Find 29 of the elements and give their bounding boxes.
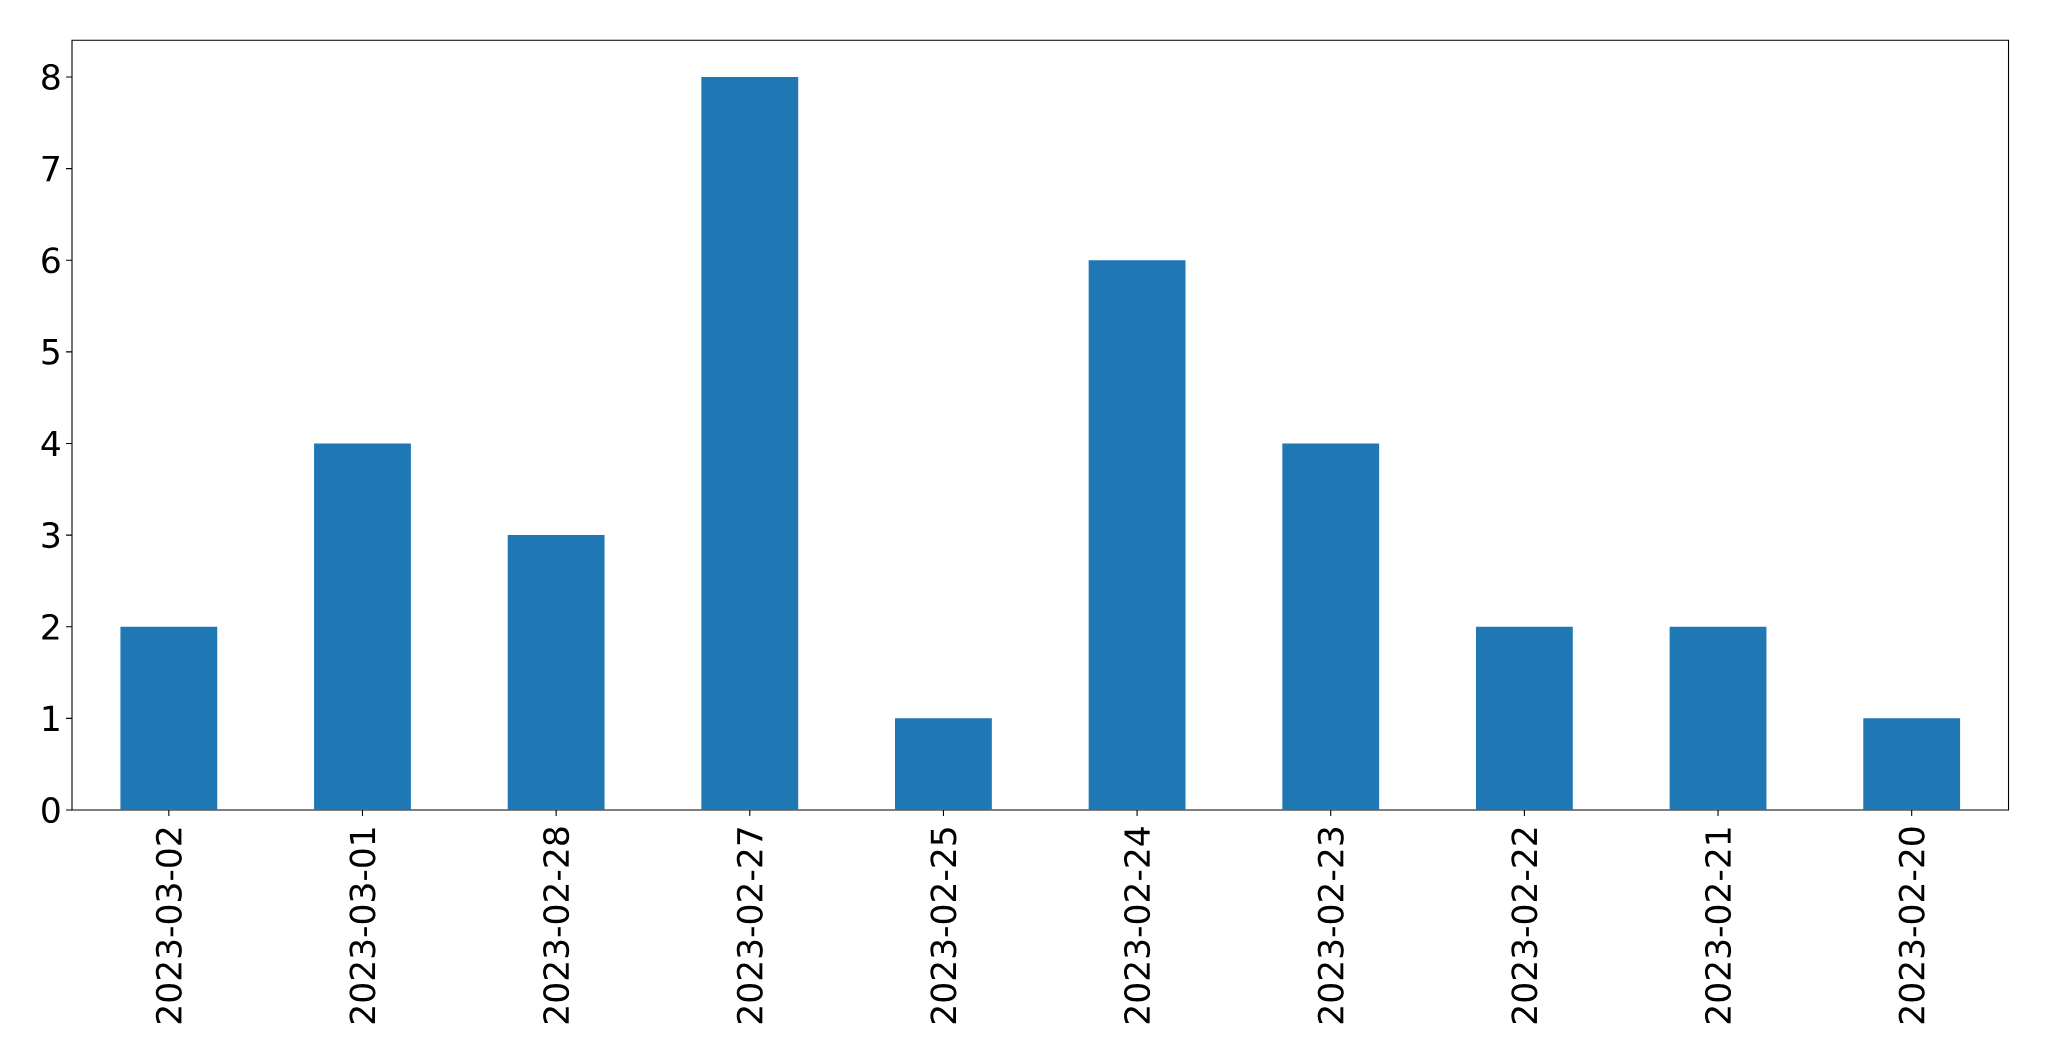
y-tick-label: 6 bbox=[42, 247, 60, 274]
x-tick-label: 2023-02-25 bbox=[930, 828, 957, 1024]
y-tick-label: 7 bbox=[42, 156, 59, 182]
bar bbox=[314, 443, 411, 810]
bar bbox=[895, 718, 992, 810]
y-tick-label: 3 bbox=[42, 522, 60, 549]
x-tick-label: 2023-02-23 bbox=[1317, 828, 1344, 1024]
y-tick-label: 0 bbox=[42, 796, 60, 824]
x-tick-label: 2023-03-02 bbox=[155, 828, 182, 1024]
y-tick-label: 5 bbox=[42, 339, 59, 365]
y-tick-label: 8 bbox=[42, 63, 60, 90]
bar bbox=[1863, 718, 1961, 810]
bar bbox=[120, 626, 218, 810]
bar bbox=[701, 76, 799, 810]
x-tick-label: 2023-02-24 bbox=[1124, 827, 1151, 1024]
bar bbox=[1282, 443, 1380, 810]
y-tick-label: 2 bbox=[42, 613, 59, 640]
bar bbox=[1669, 626, 1767, 810]
bar bbox=[1088, 260, 1186, 810]
x-tick-label: 2023-02-27 bbox=[736, 828, 763, 1024]
bar bbox=[1475, 626, 1573, 810]
x-tick-label: 2023-02-28 bbox=[543, 827, 570, 1024]
x-tick-label: 2023-02-20 bbox=[1898, 827, 1925, 1024]
x-tick-label: 2023-02-22 bbox=[1511, 828, 1538, 1024]
y-tick-label: 4 bbox=[41, 430, 60, 457]
bar bbox=[507, 535, 605, 810]
x-tick-label: 2023-03-01 bbox=[349, 828, 376, 1024]
y-tick-label: 1 bbox=[43, 705, 59, 731]
x-tick-label: 2023-02-21 bbox=[1704, 828, 1732, 1024]
